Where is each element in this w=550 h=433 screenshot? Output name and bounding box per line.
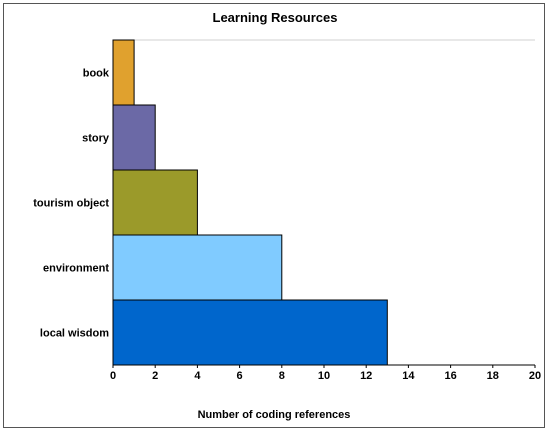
- x-axis-label: Number of coding references: [198, 409, 351, 421]
- bar-story: [112, 104, 156, 171]
- bars-group: [112, 39, 388, 366]
- category-label-story: story: [82, 133, 110, 145]
- x-tick-label: 16: [444, 370, 456, 382]
- bar-environment: [112, 234, 283, 301]
- category-label-book: book: [83, 68, 110, 80]
- x-tick-label: 14: [402, 370, 415, 382]
- x-tick-labels: 0 2 4 6 8 10 12 14 16 18 20: [110, 365, 541, 382]
- bar-tourism-object: [112, 169, 198, 236]
- chart-title: Learning Resources: [213, 10, 338, 25]
- x-tick-label: 0: [110, 370, 116, 382]
- x-tick-label: 12: [360, 370, 372, 382]
- category-label-tourism-object: tourism object: [33, 198, 109, 210]
- x-tick-label: 20: [529, 370, 541, 382]
- x-tick-label: 8: [279, 370, 285, 382]
- x-tick-label: 18: [487, 370, 499, 382]
- bar-book: [112, 39, 135, 106]
- category-label-local-wisdom: local wisdom: [40, 328, 109, 340]
- category-label-environment: environment: [43, 263, 109, 275]
- x-tick-label: 2: [152, 370, 158, 382]
- category-labels: book story tourism object environment local …: [33, 68, 110, 340]
- x-tick-label: 4: [194, 370, 201, 382]
- x-tick-label: 10: [318, 370, 330, 382]
- x-tick-label: 6: [237, 370, 243, 382]
- bar-local-wisdom: [112, 299, 388, 366]
